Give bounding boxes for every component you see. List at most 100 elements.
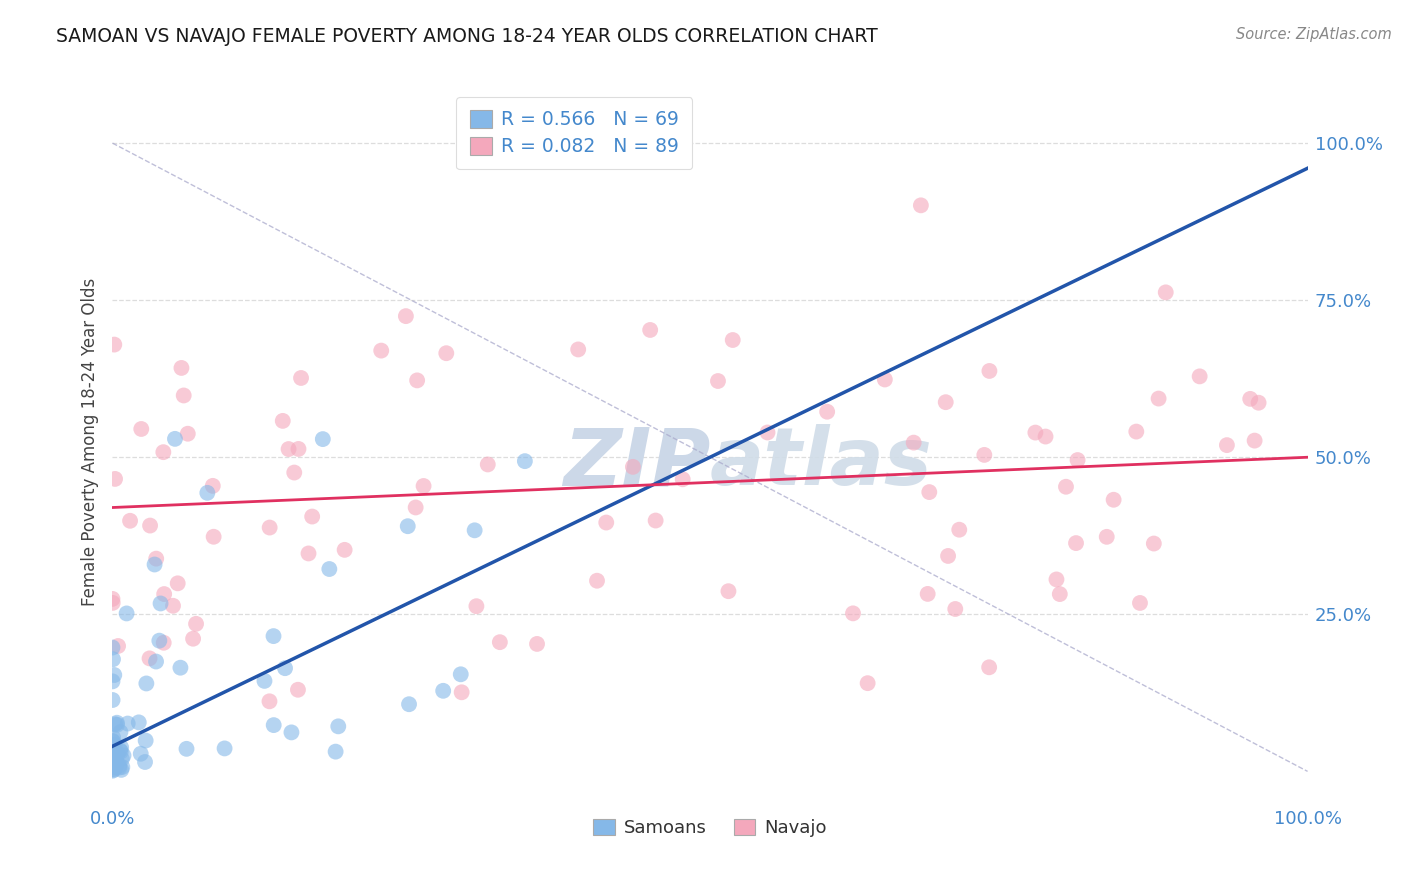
Point — [101, 747, 124, 762]
Point — [1066, 453, 1088, 467]
Point — [935, 395, 957, 409]
Text: Source: ZipAtlas.com: Source: ZipAtlas.com — [1236, 27, 1392, 42]
Point — [101, 762, 124, 776]
Point — [105, 756, 128, 771]
Point — [638, 323, 661, 337]
Point — [101, 746, 124, 760]
Point — [595, 516, 617, 530]
Y-axis label: Female Poverty Among 18-24 Year Olds: Female Poverty Among 18-24 Year Olds — [80, 277, 98, 606]
Point — [101, 738, 124, 752]
Point — [103, 763, 125, 777]
Point — [396, 519, 419, 533]
Point — [101, 731, 124, 745]
Point — [277, 442, 299, 456]
Point — [1143, 536, 1166, 550]
Point — [104, 717, 127, 731]
Point — [195, 486, 218, 500]
Point — [567, 343, 589, 357]
Point — [842, 607, 865, 621]
Point — [259, 694, 281, 708]
Point — [918, 485, 941, 500]
Point — [1054, 480, 1077, 494]
Point — [434, 346, 457, 360]
Point — [129, 422, 152, 436]
Point — [297, 546, 319, 560]
Point — [280, 725, 302, 739]
Point — [1024, 425, 1046, 440]
Point — [973, 448, 995, 462]
Point — [105, 718, 128, 732]
Point — [873, 372, 896, 386]
Point — [115, 607, 138, 621]
Point — [1035, 429, 1057, 443]
Point — [398, 697, 420, 711]
Text: atlas: atlas — [710, 425, 932, 502]
Point — [149, 597, 172, 611]
Point — [101, 749, 124, 764]
Point — [111, 760, 134, 774]
Point — [163, 432, 186, 446]
Point — [489, 635, 512, 649]
Point — [328, 719, 350, 733]
Point — [101, 764, 124, 778]
Point — [1102, 492, 1125, 507]
Point — [103, 739, 125, 753]
Point — [129, 747, 152, 761]
Legend: Samoans, Navajo: Samoans, Navajo — [586, 812, 834, 845]
Point — [513, 454, 536, 468]
Point — [1064, 536, 1087, 550]
Point — [1049, 587, 1071, 601]
Point — [101, 640, 124, 655]
Point — [856, 676, 879, 690]
Point — [201, 479, 224, 493]
Point — [526, 637, 548, 651]
Point — [153, 587, 176, 601]
Point — [139, 518, 162, 533]
Point — [138, 651, 160, 665]
Point — [108, 760, 131, 774]
Point — [405, 500, 427, 515]
Point — [464, 524, 486, 538]
Point — [644, 514, 666, 528]
Point — [1125, 425, 1147, 439]
Point — [815, 405, 838, 419]
Point — [107, 639, 129, 653]
Point — [1243, 434, 1265, 448]
Text: SAMOAN VS NAVAJO FEMALE POVERTY AMONG 18-24 YEAR OLDS CORRELATION CHART: SAMOAN VS NAVAJO FEMALE POVERTY AMONG 18… — [56, 27, 877, 45]
Point — [104, 760, 127, 774]
Point — [177, 426, 200, 441]
Point — [104, 472, 127, 486]
Point — [412, 479, 434, 493]
Point — [152, 636, 174, 650]
Point — [406, 373, 429, 387]
Point — [110, 745, 132, 759]
Point — [283, 466, 305, 480]
Point — [166, 576, 188, 591]
Point — [1216, 438, 1239, 452]
Point — [104, 756, 127, 771]
Point — [1154, 285, 1177, 300]
Point — [110, 763, 132, 777]
Point — [1095, 530, 1118, 544]
Point — [169, 661, 191, 675]
Text: ZIP: ZIP — [562, 425, 710, 502]
Point — [312, 432, 335, 446]
Point — [214, 741, 236, 756]
Point — [162, 599, 184, 613]
Point — [259, 520, 281, 534]
Point — [128, 715, 150, 730]
Point — [936, 549, 959, 563]
Point — [979, 364, 1001, 378]
Point — [181, 632, 204, 646]
Point — [917, 587, 939, 601]
Point — [202, 530, 225, 544]
Point — [101, 693, 124, 707]
Point — [263, 629, 285, 643]
Point — [756, 425, 779, 440]
Point — [318, 562, 340, 576]
Point — [1045, 573, 1067, 587]
Point — [101, 674, 124, 689]
Point — [450, 685, 472, 699]
Point — [117, 716, 139, 731]
Point — [108, 743, 131, 757]
